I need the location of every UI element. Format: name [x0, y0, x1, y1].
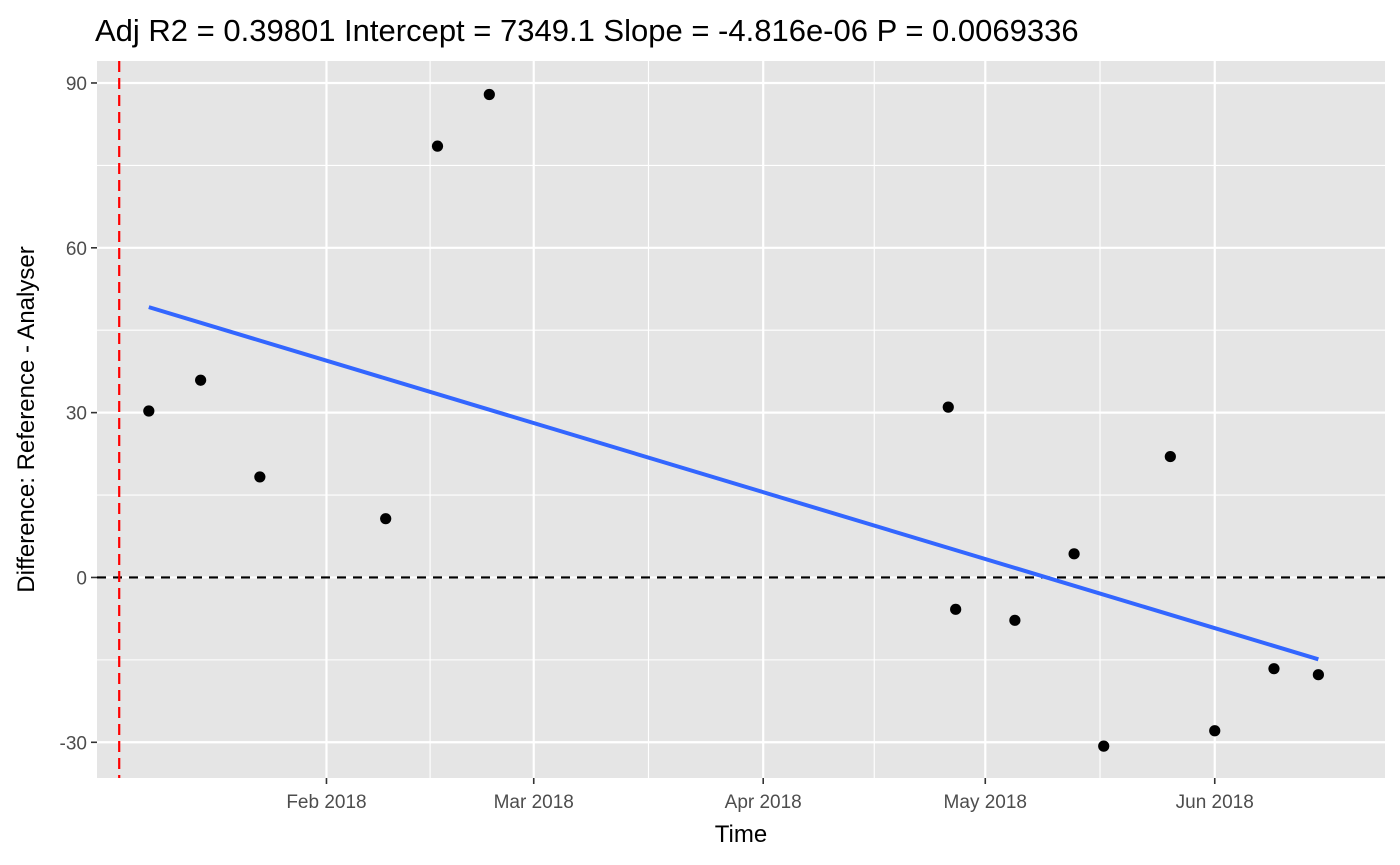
data-point — [1164, 450, 1176, 463]
y-tick-label: -30 — [60, 733, 87, 754]
data-point — [254, 471, 266, 483]
data-point — [1098, 740, 1110, 752]
y-tick-label: 30 — [66, 404, 87, 425]
y-tick-label: 60 — [66, 239, 87, 260]
y-axis-title: Difference: Reference - Analyser — [13, 246, 40, 592]
x-tick-label: Feb 2018 — [286, 792, 366, 813]
x-tick-label: Apr 2018 — [725, 792, 802, 813]
data-point — [1209, 725, 1221, 737]
data-point — [942, 401, 954, 413]
y-tick-label: 90 — [66, 74, 87, 95]
reference-lines — [97, 61, 1385, 778]
minor-gridlines — [97, 61, 1385, 778]
data-point — [143, 405, 155, 417]
data-point — [195, 374, 207, 386]
y-axis-ticks: -30 0 30 60 90 — [60, 74, 97, 754]
x-axis-title: Time — [715, 821, 767, 848]
x-tick-label: Mar 2018 — [494, 792, 574, 813]
data-point — [950, 603, 962, 615]
x-axis-ticks: Feb 2018 Mar 2018 Apr 2018 May 2018 Jun 2018 — [286, 778, 1254, 813]
data-point — [1009, 614, 1021, 626]
data-point — [483, 88, 495, 101]
data-point — [1312, 669, 1324, 681]
x-tick-label: May 2018 — [944, 792, 1027, 813]
data-point — [431, 140, 444, 152]
regression-line-group — [148, 305, 1319, 662]
data-point — [1068, 548, 1080, 560]
plot-panel — [97, 61, 1385, 778]
regression-line — [148, 305, 1319, 662]
chart-title: Adj R2 = 0.39801 Intercept = 7349.1 Slop… — [95, 13, 1079, 48]
y-tick-label: 0 — [76, 568, 87, 589]
data-point — [1268, 663, 1280, 675]
data-point — [380, 513, 392, 525]
x-tick-label: Jun 2018 — [1176, 792, 1254, 813]
data-points — [143, 88, 1324, 752]
